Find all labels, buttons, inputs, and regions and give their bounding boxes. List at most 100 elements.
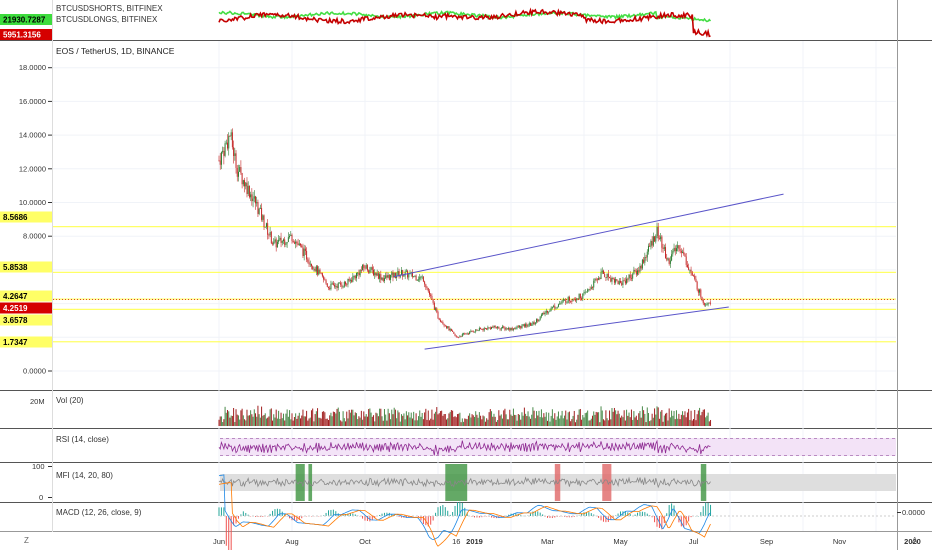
candle-body xyxy=(424,281,426,285)
time-label: May xyxy=(613,537,627,546)
candle-body xyxy=(286,241,288,244)
volume-bar xyxy=(545,412,547,426)
mfi-highlight xyxy=(308,464,313,501)
macd-histogram-bar xyxy=(566,516,568,518)
candle-body xyxy=(257,201,259,214)
volume-bar xyxy=(347,418,349,426)
candle-body xyxy=(393,272,395,278)
volume-bar xyxy=(287,416,289,426)
time-label: Jun xyxy=(213,537,225,546)
macd-histogram-bar xyxy=(629,514,631,516)
volume-bar xyxy=(562,418,564,426)
trendline xyxy=(394,193,784,278)
price-tick: 12.0000 xyxy=(19,164,46,173)
candle-body xyxy=(589,289,591,291)
macd-histogram-bar xyxy=(284,514,286,516)
macd-histogram-bar xyxy=(515,513,517,516)
macd-histogram-bar xyxy=(383,512,385,516)
volume-bar xyxy=(682,411,684,426)
volume-bar xyxy=(276,418,278,426)
level-tag-text: 8.5686 xyxy=(3,213,28,222)
macd-histogram-bar xyxy=(328,510,329,516)
volume-bar xyxy=(450,410,452,426)
volume-bar xyxy=(292,420,294,426)
candle-body xyxy=(415,275,417,281)
candle-body xyxy=(308,261,310,265)
volume-label: Vol (20) xyxy=(56,396,84,405)
volume-bar xyxy=(520,419,522,426)
candle-body xyxy=(310,263,312,267)
candle-body xyxy=(543,312,545,315)
volume-bar xyxy=(672,415,674,426)
volume-bar xyxy=(494,416,496,426)
candle-body xyxy=(684,254,686,257)
volume-bar xyxy=(703,409,705,426)
candle-body xyxy=(481,329,483,330)
candle-body xyxy=(342,286,344,288)
macd-histogram-bar xyxy=(598,516,600,518)
volume-bar xyxy=(691,420,693,426)
volume-bar xyxy=(616,414,618,426)
volume-bar xyxy=(606,418,608,426)
macd-histogram-bar xyxy=(464,507,466,516)
volume-bar xyxy=(655,414,657,426)
volume-bar xyxy=(596,412,598,426)
candle-body xyxy=(471,330,473,332)
volume-bar xyxy=(432,419,434,426)
macd-histogram-bar xyxy=(656,516,658,527)
candle-body xyxy=(287,237,289,242)
volume-bar xyxy=(273,414,275,426)
candle-body xyxy=(590,287,592,290)
volume-bar xyxy=(601,410,603,426)
candle-body xyxy=(247,185,249,195)
candle-body xyxy=(700,289,702,297)
candle-body xyxy=(291,234,293,241)
candle-body xyxy=(263,215,265,228)
candle-body xyxy=(477,330,479,332)
candle-body xyxy=(630,277,632,279)
volume-bar xyxy=(510,414,512,426)
candle-body xyxy=(441,321,443,323)
candle-body xyxy=(474,331,475,333)
macd-histogram-bar xyxy=(442,504,444,516)
macd-pane: MACD (12, 26, close, 9) 0.0000 xyxy=(56,474,925,550)
volume-bar xyxy=(298,412,300,426)
macd-histogram-bar xyxy=(493,516,495,519)
volume-bar xyxy=(645,422,647,426)
volume-bar xyxy=(688,408,690,426)
volume-bar xyxy=(671,410,673,426)
candle-body xyxy=(520,325,522,329)
candle-body xyxy=(607,273,609,278)
macd-histogram-bar xyxy=(600,516,602,521)
volume-bar xyxy=(256,416,258,426)
candle-body xyxy=(583,292,585,294)
volume-bar xyxy=(366,416,368,426)
volume-bar xyxy=(402,415,404,426)
auto-scale-button[interactable]: A xyxy=(912,536,918,545)
volume-bar xyxy=(658,418,660,426)
candle-body xyxy=(467,333,469,335)
macd-histogram-bar xyxy=(364,516,366,521)
volume-bar xyxy=(230,415,232,426)
candle-body xyxy=(470,330,472,332)
candle-body xyxy=(353,276,355,277)
candle-body xyxy=(381,277,383,280)
candle-body xyxy=(435,308,437,310)
volume-bar xyxy=(611,408,613,426)
macd-histogram-bar xyxy=(444,507,446,516)
candle-body xyxy=(284,239,286,245)
candle-body xyxy=(492,326,494,328)
volume-bar xyxy=(438,413,440,426)
volume-bar xyxy=(637,419,639,426)
candle-body xyxy=(262,215,264,220)
candle-body xyxy=(538,319,540,322)
macd-histogram-bar xyxy=(456,502,458,516)
volume-bar xyxy=(604,420,606,426)
volume-bar xyxy=(567,412,569,426)
zoom-reset-button[interactable]: Z xyxy=(24,536,29,545)
candle-body xyxy=(341,284,343,287)
volume-bar xyxy=(368,409,370,426)
volume-bar xyxy=(397,410,399,426)
volume-bar xyxy=(493,413,495,426)
